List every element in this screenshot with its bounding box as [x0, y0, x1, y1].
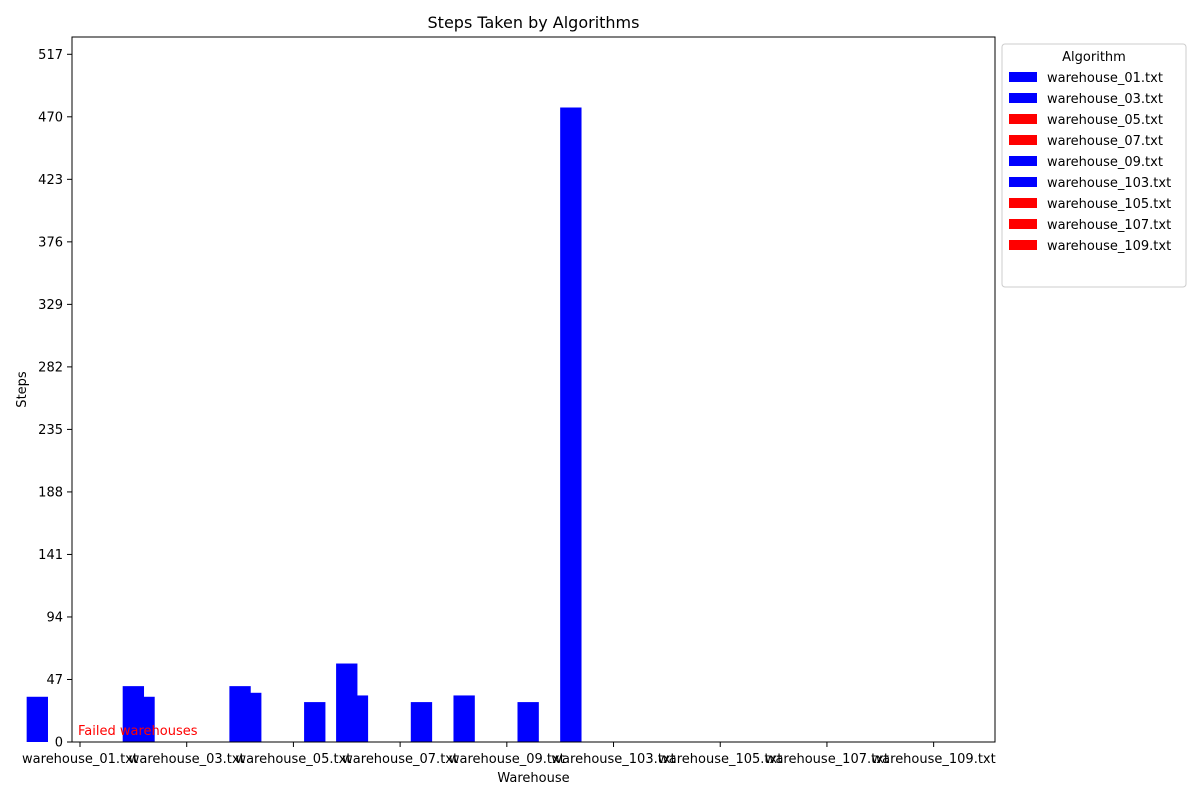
y-tick-label: 235 — [38, 423, 63, 438]
x-axis: warehouse_01.txtwarehouse_03.txtwarehous… — [22, 742, 996, 767]
x-tick-label: warehouse_109.txt — [872, 752, 996, 767]
legend-box — [1001, 43, 1187, 288]
x-tick-label: warehouse_107.txt — [765, 752, 889, 767]
legend-title: Algorithm — [1062, 50, 1126, 65]
bar — [26, 696, 48, 742]
y-tick-label: 282 — [38, 360, 63, 375]
legend-label: warehouse_103.txt — [1047, 176, 1171, 191]
legend-items: warehouse_01.txt warehouse_03.txt warehous… — [1009, 71, 1171, 254]
y-tick-label: 188 — [38, 485, 63, 500]
failed-warehouses-annotation: Failed warehouses — [78, 724, 198, 739]
x-tick-label: warehouse_07.txt — [342, 752, 458, 767]
legend-label: warehouse_05.txt — [1047, 113, 1163, 128]
y-tick-label: 470 — [38, 110, 63, 125]
y-tick-label: 329 — [38, 298, 63, 313]
x-tick-label: warehouse_03.txt — [129, 752, 245, 767]
bar — [560, 107, 582, 742]
legend-swatch — [1009, 114, 1037, 124]
x-tick-label: warehouse_09.txt — [449, 752, 565, 767]
x-tick-label: warehouse_05.txt — [235, 752, 351, 767]
legend-label: warehouse_109.txt — [1047, 239, 1171, 254]
y-axis-title: Steps — [15, 371, 30, 408]
y-tick-label: 47 — [46, 673, 63, 688]
legend-swatch — [1009, 93, 1037, 103]
x-tick-label: warehouse_103.txt — [551, 752, 675, 767]
bar — [517, 702, 539, 742]
legend-swatch — [1009, 156, 1037, 166]
plot-frame — [71, 36, 996, 743]
x-tick-label: warehouse_105.txt — [658, 752, 782, 767]
legend-swatch — [1009, 135, 1037, 145]
legend-label: warehouse_107.txt — [1047, 218, 1171, 233]
legend-swatch — [1009, 177, 1037, 187]
legend-swatch — [1009, 198, 1037, 208]
bar — [133, 696, 155, 742]
chart-title: Steps Taken by Algorithms — [428, 13, 640, 32]
y-tick-label: 423 — [38, 173, 63, 188]
bar — [453, 695, 475, 742]
legend-swatch — [1009, 240, 1037, 250]
x-tick-label: warehouse_01.txt — [22, 752, 138, 767]
legend: Algorithm warehouse_01.txt warehouse_03.t… — [1001, 43, 1187, 288]
legend-label: warehouse_09.txt — [1047, 155, 1163, 170]
legend-label: warehouse_01.txt — [1047, 71, 1163, 86]
y-tick-label: 517 — [38, 48, 63, 63]
x-axis-title: Warehouse — [497, 771, 569, 786]
bar — [240, 692, 262, 742]
y-tick-label: 376 — [38, 235, 63, 250]
y-tick-label: 94 — [46, 610, 63, 625]
bar — [410, 702, 433, 742]
bar — [304, 702, 326, 742]
legend-swatch — [1009, 72, 1037, 82]
y-axis: 0 47 94 141 188 235 282 329 376 423 470 517 — [38, 48, 72, 751]
bar — [346, 695, 369, 742]
legend-label: warehouse_07.txt — [1047, 134, 1163, 149]
legend-swatch — [1009, 219, 1037, 229]
legend-label: warehouse_03.txt — [1047, 92, 1163, 107]
y-tick-label: 141 — [38, 548, 63, 563]
y-tick-label: 0 — [55, 736, 63, 751]
legend-label: warehouse_105.txt — [1047, 197, 1171, 212]
bars-group — [26, 107, 582, 742]
